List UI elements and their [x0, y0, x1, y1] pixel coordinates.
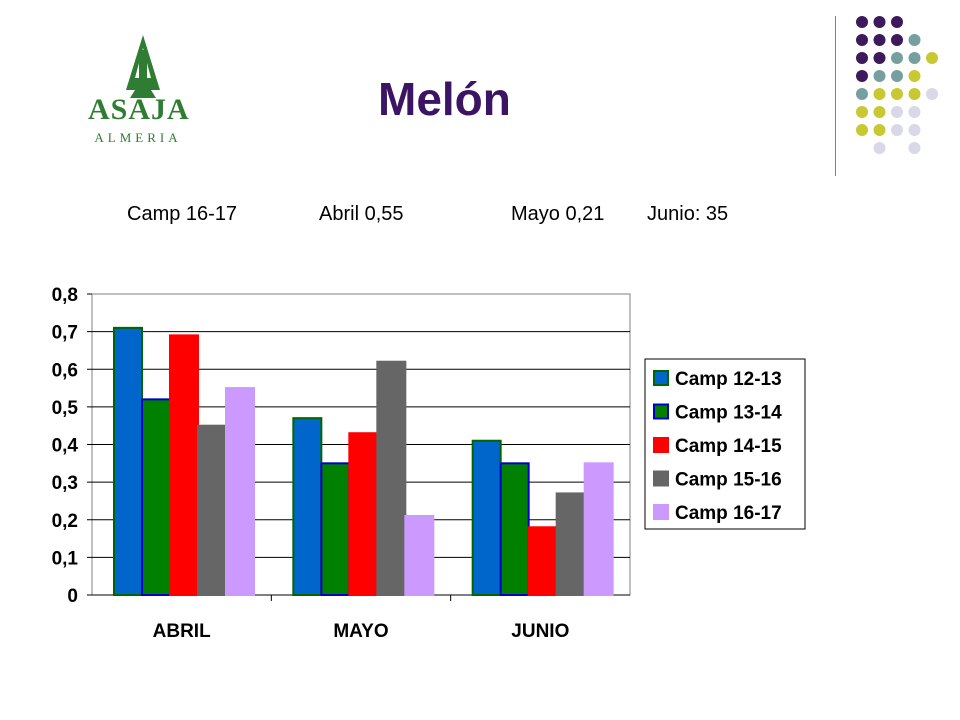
y-tick-label: 0,1 — [52, 548, 79, 569]
decorative-dot — [891, 106, 903, 118]
bar-camp-12-13-abril — [113, 326, 143, 597]
decorative-dots-icon — [856, 16, 938, 154]
legend-label: Camp 15-16 — [675, 470, 782, 491]
decorative-dot — [856, 70, 868, 82]
y-tick-label: 0,5 — [52, 398, 79, 419]
bar-camp-16-17-mayo — [404, 514, 435, 596]
decorative-dot — [908, 52, 921, 64]
bar-camp-16-17-junio — [583, 462, 614, 596]
y-tick-label: 0,7 — [52, 323, 78, 344]
summary-junio: Junio: 35 — [647, 203, 729, 225]
decorative-dot — [908, 88, 921, 100]
y-tick-label: 0,2 — [52, 511, 78, 532]
logo-name: ASAJA — [88, 93, 190, 126]
summary-camp: Camp 16-17 — [127, 203, 238, 225]
summary-abril: Abril 0,55 — [319, 203, 404, 225]
decorative-dot — [873, 106, 886, 118]
bar-camp-12-13-mayo — [292, 417, 323, 596]
legend — [644, 358, 806, 530]
y-tick-label: 0,4 — [52, 436, 79, 457]
bar-camp-13-14-abril — [141, 398, 171, 596]
bar-camp-14-15-junio — [527, 526, 558, 596]
x-category-label: MAYO — [333, 621, 388, 642]
decorative-dot — [926, 88, 938, 100]
decorative-dot — [856, 106, 868, 118]
decorative-dot — [891, 34, 903, 46]
legend-swatch — [653, 470, 669, 487]
bar-camp-16-17-abril — [225, 387, 255, 596]
bar-camp-13-14-junio — [499, 462, 530, 596]
asaja-logo-icon — [126, 35, 160, 98]
decorative-dot — [891, 70, 903, 82]
bar-camp-14-15-mayo — [348, 432, 379, 596]
decorative-dot — [856, 88, 868, 100]
decorative-dot — [873, 70, 886, 82]
bar-camp-14-15-abril — [169, 334, 199, 596]
decorative-dot — [908, 124, 921, 136]
y-tick-label: 0,6 — [52, 360, 78, 381]
decorative-dot — [856, 52, 868, 64]
page-title: Melón — [378, 73, 511, 125]
bar-camp-15-16-mayo — [376, 360, 407, 596]
legend-swatch — [653, 504, 669, 520]
bar-chart: 0 0,1 0,2 0,3 0,4 0,5 0,6 0,7 0,8 ABRIL MAYO JUNIO C… — [52, 285, 806, 642]
decorative-dot — [873, 16, 886, 28]
legend-swatch — [653, 403, 669, 420]
bar-camp-15-16-abril — [197, 424, 227, 596]
legend-label: Camp 14-15 — [675, 436, 782, 457]
y-tick-label: 0,3 — [52, 473, 78, 494]
decorative-dot — [873, 142, 886, 154]
legend-label: Camp 16-17 — [675, 503, 782, 524]
decorative-dot — [873, 88, 886, 100]
decorative-dot — [856, 16, 868, 28]
summary-mayo: Mayo 0,21 — [511, 203, 605, 225]
legend-swatch — [653, 437, 669, 453]
decorative-dot — [891, 16, 903, 28]
decorative-dot — [856, 124, 868, 136]
y-tick-label: 0 — [67, 586, 78, 607]
decorative-dot — [908, 34, 921, 46]
decorative-dot — [908, 142, 921, 154]
bar-camp-12-13-junio — [471, 439, 502, 596]
decorative-dot — [891, 88, 903, 100]
decorative-dot — [856, 34, 868, 46]
divider-line — [835, 16, 836, 176]
bar-camp-15-16-junio — [555, 492, 586, 597]
decorative-dot — [908, 70, 921, 82]
bar-camp-13-14-mayo — [320, 462, 351, 596]
decorative-dot — [891, 124, 903, 136]
y-tick-label: 0,8 — [52, 285, 78, 306]
legend-label: Camp 13-14 — [675, 403, 782, 424]
decorative-dot — [926, 52, 938, 64]
decorative-dot — [873, 124, 886, 136]
logo-subtitle: ALMERIA — [94, 130, 182, 145]
legend-label: Camp 12-13 — [675, 369, 782, 390]
x-category-label: JUNIO — [511, 621, 569, 642]
decorative-dot — [873, 52, 886, 64]
decorative-dot — [873, 34, 886, 46]
legend-swatch — [653, 370, 669, 386]
decorative-dot — [908, 106, 921, 118]
decorative-dot — [891, 52, 903, 64]
x-category-label: ABRIL — [153, 621, 211, 642]
